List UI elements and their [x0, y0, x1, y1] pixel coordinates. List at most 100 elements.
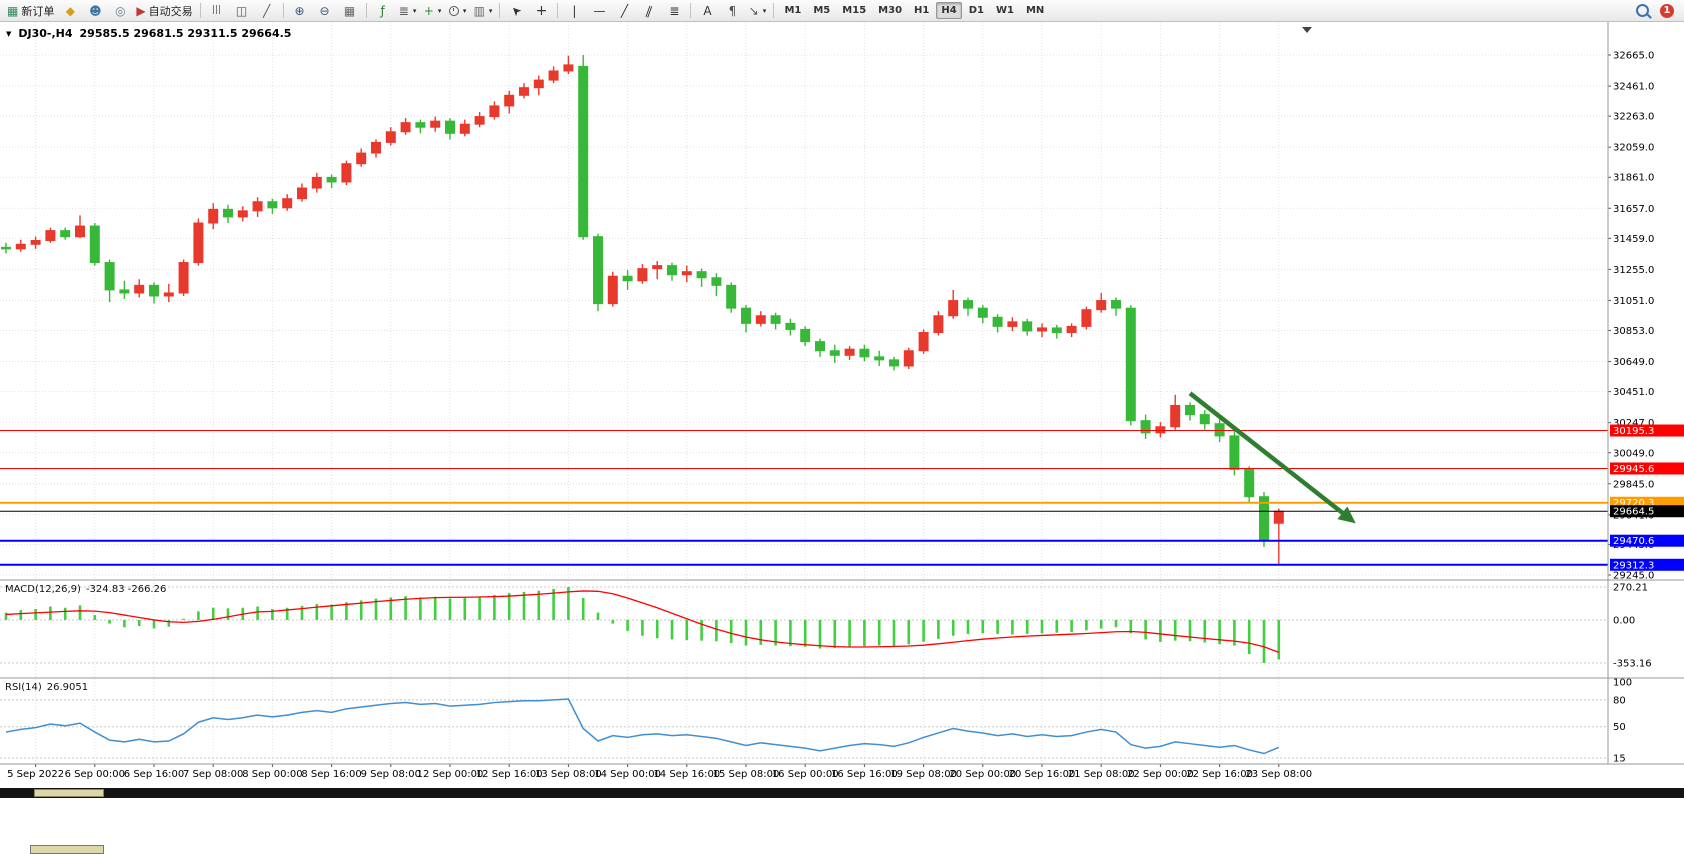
chart-shift-marker[interactable]: [1302, 27, 1312, 33]
tile-windows-button[interactable]: ▦: [338, 1, 362, 21]
trend-arrow[interactable]: [1188, 391, 1348, 518]
auto-trading-button-label: 自动交易: [148, 4, 193, 18]
timeframe-h1[interactable]: H1: [914, 5, 930, 16]
timeframe-m1[interactable]: M1: [784, 5, 802, 16]
candle: [593, 236, 603, 305]
macd-axis-label: 0.00: [1613, 615, 1635, 626]
time-axis-label: 7 Sep 08:00: [183, 769, 243, 780]
line-chart-button[interactable]: ╱: [255, 1, 279, 21]
candle: [696, 271, 707, 279]
candle: [933, 315, 944, 333]
indicators-icon: ƒ: [380, 3, 385, 18]
time-axis-label: 20 Sep 00:00: [949, 769, 1016, 780]
text-button[interactable]: A: [695, 1, 719, 21]
price-axis-label: 32665.0: [1613, 51, 1654, 62]
price-axis-label: 32059.0: [1613, 143, 1654, 154]
candle: [237, 210, 248, 218]
text-icon: A: [703, 3, 712, 18]
candle: [903, 350, 914, 367]
candle: [622, 275, 633, 282]
text-label-button[interactable]: ¶: [720, 1, 744, 21]
price-line-label-chip: [1610, 505, 1684, 518]
timeframe-d1[interactable]: D1: [968, 5, 984, 16]
time-axis-label: 14 Sep 16:00: [653, 769, 720, 780]
timeframe-w1[interactable]: W1: [995, 5, 1014, 16]
candle: [741, 307, 751, 324]
candle: [1185, 404, 1195, 416]
price-axis-label: 32263.0: [1613, 112, 1654, 123]
navigator-button[interactable]: ☻: [83, 1, 107, 21]
candle: [607, 275, 618, 305]
channel-button[interactable]: ∥: [637, 1, 661, 21]
price-line-label-chip: [1610, 534, 1684, 547]
candle: [755, 315, 766, 324]
price-axis-label: 30853.0: [1613, 326, 1654, 337]
terminal-icon: ◎: [115, 3, 126, 18]
market-watch-icon: ◆: [65, 3, 75, 18]
candle: [1170, 404, 1181, 428]
candlestick-chart-button[interactable]: ◫: [230, 1, 254, 21]
market-watch-button[interactable]: ◆: [58, 1, 82, 21]
candle: [60, 230, 71, 238]
candle: [563, 64, 574, 72]
price-line-label: 30195.3: [1613, 426, 1654, 437]
candle: [1155, 426, 1166, 434]
crosshair-button[interactable]: +: [529, 1, 553, 21]
dropdown-caret-icon: ▾: [762, 6, 767, 15]
notification-badge[interactable]: 1: [1660, 3, 1674, 18]
trend-arrow-head[interactable]: [1337, 506, 1356, 524]
timeframe-mn[interactable]: MN: [1025, 5, 1045, 16]
zoom-out-button[interactable]: ⊖: [313, 1, 337, 21]
new-order-icon: ▦: [7, 3, 19, 18]
series-layer: [0, 55, 1608, 755]
rsi-axis-label: 15: [1613, 753, 1626, 764]
horizontal-line-icon: —: [593, 3, 606, 18]
candle: [30, 240, 41, 245]
search-icon[interactable]: [1636, 4, 1649, 17]
candle: [637, 268, 648, 282]
candle: [844, 348, 855, 356]
timeframe-h4[interactable]: H4: [936, 2, 962, 19]
candle: [252, 201, 263, 212]
channel-icon: ∥: [644, 2, 655, 19]
bottom-bar-chip: [34, 789, 104, 797]
timeframe-m5[interactable]: M5: [813, 5, 831, 16]
dropdown-caret-icon: ▾: [462, 6, 467, 15]
new-order-button[interactable]: ▦ 新订单: [4, 1, 57, 21]
template-button[interactable]: ▥ ▾: [471, 1, 496, 21]
time-axis-label: 6 Sep 00:00: [65, 769, 125, 780]
toolbar-separator: [557, 3, 559, 18]
candle: [178, 262, 189, 294]
arrows-button[interactable]: ↘ ▾: [745, 1, 769, 21]
crosshair-icon: +: [535, 2, 548, 19]
auto-trading-button[interactable]: ▶ 自动交易: [133, 1, 195, 21]
cursor-button[interactable]: ➤: [504, 1, 528, 21]
horizontal-line-button[interactable]: —: [587, 1, 611, 21]
candle: [193, 222, 204, 264]
candle: [385, 131, 396, 143]
timeframe-m15[interactable]: M15: [842, 5, 867, 16]
new-chart-button[interactable]: + ▾: [421, 1, 445, 21]
bar-chart-button[interactable]: |||: [205, 1, 229, 21]
timeframe-m30[interactable]: M30: [878, 5, 903, 16]
time-axis-label: 8 Sep 16:00: [301, 769, 361, 780]
indicator-list-button[interactable]: ≣ ▾: [396, 1, 420, 21]
time-axis-label: 5 Sep 2022: [7, 769, 64, 780]
terminal-button[interactable]: ◎: [108, 1, 132, 21]
candle: [208, 208, 219, 224]
candle: [681, 271, 692, 276]
vertical-line-button[interactable]: |: [562, 1, 586, 21]
indicators-button[interactable]: ƒ: [371, 1, 395, 21]
period-button[interactable]: ▾: [446, 1, 470, 21]
trendline-button[interactable]: ╱: [612, 1, 636, 21]
zoom-in-button[interactable]: ⊕: [288, 1, 312, 21]
candlestick-chart-icon: ◫: [235, 3, 248, 18]
arrows-icon: ↘: [748, 3, 759, 18]
fibonacci-button[interactable]: ≣: [662, 1, 686, 21]
candle: [119, 289, 130, 294]
chart-canvas[interactable]: 5 Sep 2022 6 Sep 00:006 Sep 16:007 Sep 08…: [0, 22, 1684, 782]
axis-layer: 5 Sep 2022 6 Sep 00:006 Sep 16:007 Sep 08…: [0, 22, 1684, 780]
macd-axis-label: 270.21: [1613, 583, 1648, 594]
price-axis-label: 30649.0: [1613, 357, 1654, 368]
auto-trading-icon: ▶: [136, 3, 146, 18]
